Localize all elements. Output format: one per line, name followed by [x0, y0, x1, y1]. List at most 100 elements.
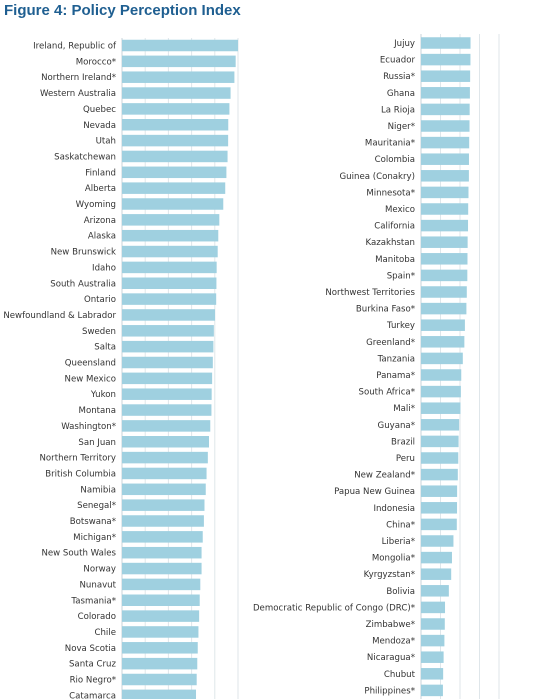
category-label: Mauritania*: [365, 139, 416, 149]
bar: [122, 71, 235, 83]
bar: [421, 136, 470, 149]
bar: [421, 153, 469, 165]
bar: [421, 684, 443, 697]
bar: [122, 182, 226, 194]
bar: [421, 53, 471, 66]
category-label: Niger*: [388, 122, 416, 132]
bar: [122, 309, 216, 321]
category-label: Ghana: [387, 89, 415, 99]
bar: [122, 626, 199, 638]
bar: [122, 578, 201, 591]
bar: [122, 134, 229, 147]
bar: [122, 610, 200, 622]
category-label: Senegal*: [77, 501, 117, 511]
category-label: Arizona: [84, 216, 116, 226]
category-label: Liberia*: [382, 537, 416, 547]
category-label: Bolivia: [386, 587, 415, 597]
category-label: China*: [386, 520, 416, 530]
bar: [421, 87, 470, 99]
bar: [122, 214, 220, 226]
bar: [122, 87, 231, 99]
category-label: Turkey: [386, 321, 415, 331]
category-label: Northwest Territories: [325, 288, 415, 298]
category-label: Norway: [83, 565, 116, 575]
bar: [421, 70, 471, 82]
bar: [421, 319, 465, 331]
category-label: Peru: [396, 454, 415, 464]
category-label: Philippines*: [364, 686, 415, 696]
category-label: Utah: [96, 137, 116, 147]
category-label: Botswana*: [70, 517, 117, 527]
chart-panel-1: Ireland, Republic of Morocco* Northern Ire…: [3, 38, 239, 699]
category-label: Indonesia: [373, 504, 415, 514]
bar: [421, 37, 471, 49]
category-label: Guinea (Conakry): [340, 172, 416, 182]
category-label: Brazil: [391, 437, 415, 447]
bar: [421, 219, 469, 232]
category-label: Manitoba: [375, 255, 415, 265]
bar: [421, 336, 465, 348]
category-label: Greenland*: [366, 338, 416, 348]
bar: [421, 286, 467, 298]
bar: [421, 385, 461, 398]
bar: [421, 502, 458, 514]
category-label: Santa Cruz: [69, 660, 117, 670]
bar: [122, 277, 217, 289]
bar: [122, 166, 227, 179]
category-label: Kyrgyzstan*: [364, 570, 416, 580]
bar: [122, 340, 214, 353]
bar: [122, 198, 224, 210]
category-label: Guyana*: [378, 421, 416, 431]
bar: [421, 485, 458, 497]
bar: [421, 651, 444, 663]
category-label: Mendoza*: [372, 637, 416, 647]
category-label: California: [374, 222, 415, 232]
category-label: Queensland: [65, 359, 116, 369]
category-label: South Africa*: [358, 388, 415, 398]
bar: [421, 585, 449, 597]
category-label: Democratic Republic of Congo (DRC)*: [253, 603, 416, 613]
bar: [421, 302, 467, 315]
category-label: Salta: [94, 343, 116, 353]
bar: [122, 372, 213, 385]
category-label: Michigan*: [73, 533, 117, 543]
category-label: Western Australia: [40, 89, 116, 99]
bar: [421, 551, 452, 564]
category-label: New Brunswick: [51, 248, 116, 258]
category-label: Nicaragua*: [367, 653, 416, 663]
bar: [421, 668, 444, 680]
category-label: Northern Ireland*: [41, 73, 117, 83]
category-label: Alaska: [88, 232, 116, 242]
bar: [122, 642, 198, 654]
category-label: Washington*: [61, 422, 117, 432]
category-label: Ontario: [84, 295, 116, 305]
category-label: Nevada: [83, 121, 116, 131]
bar: [122, 467, 207, 480]
bar: [421, 236, 468, 248]
bar: [421, 452, 459, 464]
category-label: Catamarca: [69, 691, 116, 699]
category-label: Rio Negro*: [70, 676, 117, 686]
category-label: Zimbabwe*: [366, 620, 416, 630]
category-label: New Zealand*: [354, 471, 415, 481]
bar: [122, 404, 212, 416]
bar: [122, 103, 230, 115]
category-label: Yukon: [90, 390, 116, 400]
bar: [122, 293, 217, 305]
bar: [421, 352, 463, 365]
category-label: Colorado: [78, 612, 116, 622]
category-label: Tanzania: [377, 354, 415, 364]
bar: [122, 229, 219, 242]
bar: [122, 531, 203, 543]
bar: [122, 562, 202, 575]
bar: [421, 634, 445, 647]
bar: [122, 325, 214, 337]
bar: [421, 535, 454, 547]
category-label: Burkina Faso*: [356, 305, 416, 315]
bar: [122, 594, 200, 606]
bar: [421, 203, 469, 215]
category-label: Mongolia*: [372, 554, 416, 564]
category-label: Ecuador: [380, 56, 416, 66]
category-label: Morocco*: [76, 57, 117, 67]
